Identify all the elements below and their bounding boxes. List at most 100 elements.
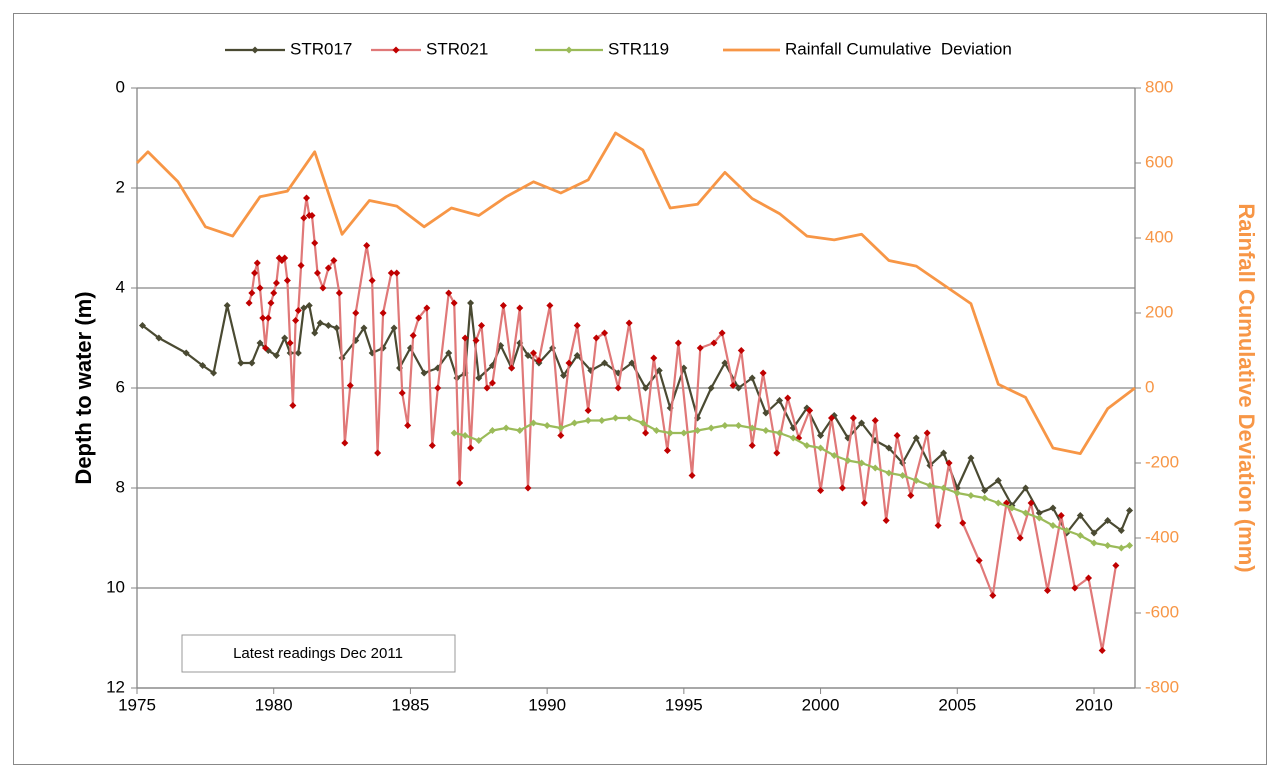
- series-marker: [297, 262, 305, 269]
- series-marker: [871, 464, 879, 472]
- series-marker: [502, 424, 510, 432]
- series-marker: [625, 319, 633, 327]
- series-marker: [1022, 484, 1030, 492]
- series-marker: [650, 354, 658, 362]
- x-tick-label: 2005: [938, 695, 976, 714]
- series-marker: [899, 472, 907, 479]
- y-tick-label: 6: [116, 377, 125, 396]
- series-marker: [1126, 542, 1134, 549]
- series-marker: [806, 407, 814, 414]
- series-marker: [573, 352, 581, 359]
- y-tick-label: 10: [106, 577, 125, 596]
- series-marker: [718, 329, 726, 337]
- series-marker: [478, 322, 486, 329]
- series-marker: [472, 337, 480, 344]
- series-marker: [445, 289, 453, 297]
- series-marker: [940, 484, 948, 492]
- series-marker: [994, 477, 1002, 484]
- series-marker: [303, 194, 311, 202]
- series-marker: [428, 442, 436, 449]
- series-marker: [387, 269, 395, 277]
- series-marker: [776, 429, 784, 437]
- series-marker: [289, 402, 297, 409]
- series-marker: [1063, 527, 1071, 534]
- series-marker: [885, 469, 893, 477]
- series-marker: [475, 374, 483, 382]
- series-marker: [967, 492, 975, 499]
- series-marker: [707, 424, 715, 432]
- y2-tick-label: 200: [1145, 302, 1173, 321]
- series-marker: [981, 487, 989, 494]
- series-marker: [858, 419, 866, 427]
- series-marker: [789, 434, 797, 442]
- series-marker: [1049, 522, 1057, 529]
- y2-tick-label: -200: [1145, 452, 1179, 471]
- series-marker: [283, 277, 291, 284]
- series-marker: [264, 314, 272, 322]
- legend-label: STR017: [290, 39, 352, 58]
- series-marker: [319, 284, 327, 292]
- series-marker: [529, 349, 537, 357]
- y2-tick-label: 0: [1145, 377, 1154, 396]
- series-marker: [639, 419, 647, 427]
- x-tick-label: 1990: [528, 695, 566, 714]
- series-marker: [940, 449, 948, 457]
- series-marker: [445, 349, 453, 357]
- x-tick-label: 2010: [1075, 695, 1113, 714]
- annotation-box: [181, 634, 456, 673]
- y-tick-label: 0: [116, 77, 125, 96]
- series-marker: [404, 422, 412, 429]
- series-marker: [1044, 587, 1052, 594]
- series-marker: [1057, 512, 1065, 519]
- series-marker: [467, 299, 475, 307]
- series-marker: [934, 522, 942, 529]
- series-marker: [1049, 504, 1057, 512]
- series-marker: [849, 414, 857, 422]
- series-marker: [420, 369, 428, 377]
- series-marker: [1104, 542, 1112, 549]
- series-marker: [1090, 529, 1098, 537]
- series-marker: [1008, 504, 1016, 512]
- series-marker: [858, 459, 866, 467]
- legend-marker: [565, 46, 573, 54]
- series-marker: [256, 339, 264, 347]
- legend-marker: [251, 46, 259, 54]
- series-marker: [524, 484, 532, 492]
- series-marker: [557, 424, 565, 432]
- series-marker: [434, 384, 442, 392]
- x-tick-label: 1985: [392, 695, 430, 714]
- series-marker: [601, 359, 609, 367]
- series-marker: [748, 442, 756, 449]
- series-marker: [363, 242, 371, 249]
- y2-tick-label: 400: [1145, 227, 1173, 246]
- series-marker: [138, 322, 146, 329]
- series-marker: [592, 334, 600, 342]
- series-marker: [379, 309, 387, 317]
- series-marker: [663, 447, 671, 454]
- series-marker: [390, 324, 398, 332]
- series-marker: [270, 289, 278, 297]
- y2-tick-label: 600: [1145, 152, 1173, 171]
- series-marker: [272, 279, 280, 287]
- series-line: [135, 131, 1136, 455]
- series-marker: [311, 329, 319, 337]
- series-marker: [759, 369, 767, 377]
- series-marker: [305, 302, 313, 309]
- series-marker: [1126, 507, 1134, 514]
- series-marker: [182, 349, 190, 357]
- y2-axis-label: Rainfall Cumulative Deviation (mm): [1234, 203, 1259, 572]
- series-marker: [461, 334, 469, 342]
- series-marker: [415, 314, 423, 322]
- y2-tick-label: -400: [1145, 527, 1179, 546]
- series-marker: [735, 384, 743, 392]
- y-tick-label: 8: [116, 477, 125, 496]
- series-marker: [655, 367, 663, 374]
- series-marker: [1090, 539, 1098, 547]
- series-marker: [694, 427, 702, 434]
- series-marker: [628, 359, 636, 367]
- series-marker: [488, 427, 496, 434]
- series-marker: [696, 344, 704, 352]
- series-marker: [1022, 509, 1030, 517]
- series-marker: [393, 269, 401, 277]
- series-marker: [294, 307, 302, 314]
